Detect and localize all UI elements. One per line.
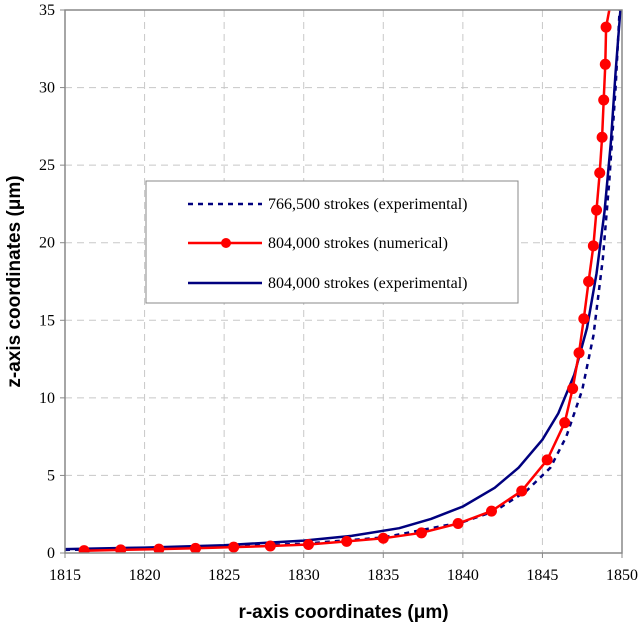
series-point [486,505,498,517]
series-layer [65,10,622,553]
x-tick-label: 1845 [526,567,558,584]
x-tick-label: 1840 [447,567,479,584]
series-point [115,544,127,553]
legend-label-3: 804,000 strokes (experimental) [268,275,468,292]
series-point [591,204,603,216]
x-axis-title: r-axis coordinates (μm) [238,602,448,623]
y-axis-title: z-axis coordinates (μm) [4,175,25,387]
legend-marker [221,238,231,248]
series-point [559,417,571,429]
y-tick-label: 5 [47,467,55,484]
legend-label-1: 766,500 strokes (experimental) [268,196,468,213]
series-point [78,545,90,553]
series-point [600,21,612,33]
x-tick-label: 1835 [367,567,399,584]
series-point [452,518,464,530]
series-point [415,527,427,539]
series-point [228,541,240,553]
series-point [599,58,611,70]
series-point [598,94,610,106]
y-tick-label: 30 [39,80,55,97]
series-point [583,276,595,287]
y-tick-label: 20 [39,235,55,252]
plot-frame [64,9,623,554]
series-line-1 [65,10,621,552]
x-tick-label: 1850 [606,567,638,584]
series-point [596,131,608,143]
y-tick-label: 25 [39,157,55,174]
series-point [594,167,606,179]
legend: 766,500 strokes (experimental) 804,000 st… [145,180,519,304]
series-point [153,543,165,553]
series-point [516,485,528,497]
x-tick-label: 1820 [129,567,161,584]
legend-label-2: 804,000 strokes (numerical) [268,235,448,252]
series-point [573,347,585,359]
x-tick-label: 1815 [49,567,81,584]
series-point [341,535,353,547]
tick-labels: 1815 1820 1825 1830 1835 1840 1845 1850 0 5 10 15 20… [39,2,638,584]
y-tick-label: 35 [39,2,55,19]
series-point [189,542,201,553]
series-line-3 [65,10,622,551]
series-point [541,454,553,466]
series-point [578,313,590,325]
x-tick-label: 1830 [288,567,320,584]
series-point [587,240,599,252]
y-tick-label: 15 [39,312,55,329]
x-tick-label: 1825 [208,567,240,584]
series-point [302,538,314,550]
y-tick-label: 0 [47,545,55,562]
series-point [567,383,579,395]
y-tick-label: 10 [39,390,55,407]
series-point [264,540,276,552]
series-point [377,532,389,544]
